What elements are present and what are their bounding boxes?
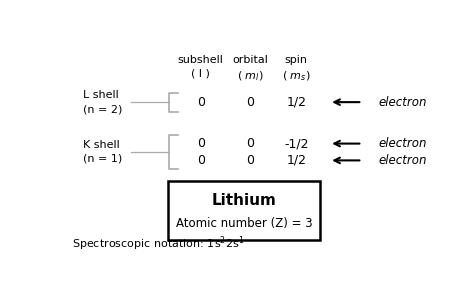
Text: L shell
(n = 2): L shell (n = 2) (83, 90, 122, 114)
Text: 1/2: 1/2 (286, 96, 306, 109)
Text: 0: 0 (246, 137, 254, 150)
Text: 0: 0 (197, 137, 205, 150)
Text: 0: 0 (246, 154, 254, 167)
Text: spin
( $m_s$): spin ( $m_s$) (282, 55, 310, 83)
Bar (168, 180, 320, 240)
Text: 0: 0 (197, 154, 205, 167)
Text: Lithium: Lithium (211, 193, 276, 208)
Text: electron: electron (378, 154, 427, 167)
Text: electron: electron (378, 96, 427, 109)
Text: Spectroscopic notation: $\mathregular{1s^{2}2s^{1}}$: Spectroscopic notation: $\mathregular{1s… (72, 235, 245, 253)
Text: 0: 0 (197, 96, 205, 109)
Text: 1/2: 1/2 (286, 154, 306, 167)
Text: Atomic number (Z) = 3: Atomic number (Z) = 3 (175, 217, 312, 230)
Text: K shell
(n = 1): K shell (n = 1) (83, 140, 122, 164)
Text: 0: 0 (246, 96, 254, 109)
Text: electron: electron (378, 137, 427, 150)
Text: -1/2: -1/2 (284, 137, 309, 150)
Text: orbital
( $m_l$): orbital ( $m_l$) (232, 55, 268, 83)
Text: subshell
( l ): subshell ( l ) (178, 55, 224, 78)
